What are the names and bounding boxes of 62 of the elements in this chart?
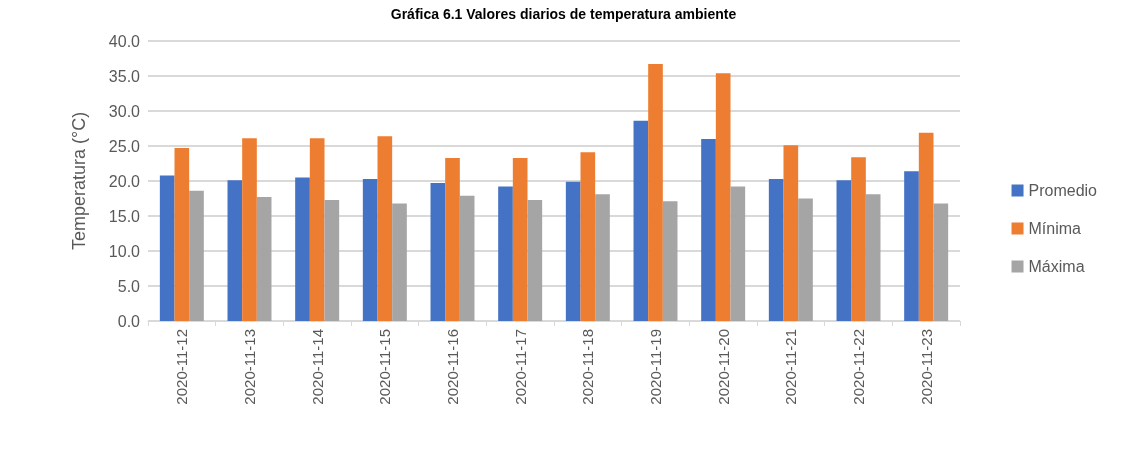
legend-label: Mínima bbox=[1028, 220, 1082, 237]
x-tick-label: 2020-11-18 bbox=[579, 329, 597, 405]
bar bbox=[595, 194, 610, 321]
y-tick-label: 5.0 bbox=[117, 277, 141, 295]
bar bbox=[295, 177, 310, 321]
x-tick-label: 2020-11-17 bbox=[511, 329, 529, 405]
bar bbox=[174, 148, 190, 321]
legend-label: Promedio bbox=[1028, 182, 1098, 199]
bar bbox=[648, 64, 663, 321]
bar bbox=[580, 152, 596, 321]
bar bbox=[430, 183, 446, 321]
bar bbox=[768, 178, 784, 321]
y-axis-title: Temperatura (°C) bbox=[69, 111, 89, 251]
bar bbox=[527, 199, 543, 321]
bar bbox=[512, 157, 528, 321]
bar bbox=[933, 203, 949, 321]
bar bbox=[324, 199, 340, 321]
bar bbox=[445, 157, 460, 321]
x-tick-label: 2020-11-23 bbox=[917, 329, 935, 405]
bar bbox=[836, 180, 852, 321]
y-tick-label: 15.0 bbox=[108, 207, 141, 225]
y-tick-label: 40.0 bbox=[108, 32, 141, 50]
bar bbox=[918, 132, 934, 321]
bar bbox=[227, 180, 243, 321]
bar bbox=[377, 136, 393, 321]
bar bbox=[798, 198, 813, 321]
bar bbox=[865, 194, 881, 321]
legend-label: Máxima bbox=[1028, 258, 1085, 275]
bar bbox=[633, 120, 649, 321]
x-tick-label: 2020-11-14 bbox=[308, 329, 326, 405]
chart-title: Gráfica 6.1 Valores diarios de temperatura ambiente bbox=[390, 6, 737, 22]
x-tick-label: 2020-11-19 bbox=[647, 329, 664, 405]
x-tick-label: 2020-11-21 bbox=[782, 329, 800, 405]
bar bbox=[392, 203, 407, 321]
bar bbox=[159, 175, 175, 321]
bar bbox=[851, 157, 866, 321]
y-tick-label: 10.0 bbox=[108, 242, 141, 260]
bar bbox=[904, 171, 919, 321]
bar bbox=[256, 197, 272, 321]
x-tick-label: 2020-11-20 bbox=[714, 329, 732, 405]
bar bbox=[189, 190, 204, 321]
bar bbox=[242, 138, 257, 321]
y-tick-label: 35.0 bbox=[108, 67, 141, 85]
y-tick-label: 30.0 bbox=[108, 102, 141, 120]
y-tick-label: 20.0 bbox=[108, 172, 141, 190]
bar bbox=[730, 186, 746, 321]
bar bbox=[715, 73, 731, 321]
y-tick-label: 25.0 bbox=[108, 137, 141, 155]
y-tick-label: 0.0 bbox=[117, 312, 141, 330]
bar bbox=[701, 139, 716, 321]
bar bbox=[498, 186, 513, 321]
x-tick-label: 2020-11-22 bbox=[850, 329, 867, 405]
x-tick-label: 2020-11-12 bbox=[173, 329, 191, 405]
bar bbox=[459, 195, 475, 321]
bar bbox=[565, 181, 581, 321]
bar bbox=[662, 201, 678, 321]
bar bbox=[309, 138, 325, 321]
bar bbox=[362, 178, 378, 321]
bar bbox=[783, 145, 799, 321]
x-tick-label: 2020-11-16 bbox=[444, 329, 461, 405]
x-tick-label: 2020-11-13 bbox=[241, 329, 258, 405]
x-tick-label: 2020-11-15 bbox=[376, 329, 394, 405]
